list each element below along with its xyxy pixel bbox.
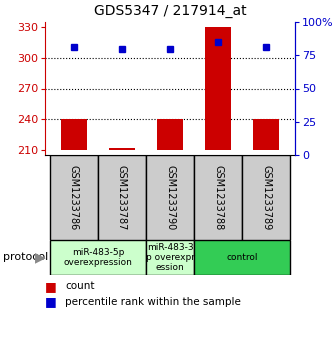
Text: ■: ■ (45, 295, 57, 309)
Text: GSM1233786: GSM1233786 (69, 165, 79, 230)
Text: GSM1233788: GSM1233788 (213, 165, 223, 230)
Bar (50, 240, 146, 275)
Bar (157, 119, 183, 150)
Text: GSM1233790: GSM1233790 (165, 165, 175, 230)
Bar (61, 119, 87, 150)
Text: ■: ■ (45, 280, 57, 293)
Bar (98, 155, 146, 240)
Text: protocol: protocol (3, 253, 49, 262)
Text: control: control (226, 253, 258, 262)
Bar (253, 119, 279, 150)
Bar (146, 155, 194, 240)
Title: GDS5347 / 217914_at: GDS5347 / 217914_at (94, 4, 246, 18)
Bar (146, 240, 194, 275)
Bar (242, 155, 290, 240)
Bar (50, 155, 98, 240)
Bar (194, 240, 290, 275)
Text: GSM1233789: GSM1233789 (261, 165, 271, 230)
Text: miR-483-5p
overexpression: miR-483-5p overexpression (64, 248, 132, 267)
Text: count: count (65, 281, 95, 291)
Text: percentile rank within the sample: percentile rank within the sample (65, 297, 241, 307)
Text: ▶: ▶ (35, 250, 46, 265)
Bar (194, 155, 242, 240)
Bar (205, 27, 231, 150)
Text: miR-483-3
p overexpr
ession: miR-483-3 p overexpr ession (146, 242, 194, 272)
Bar (109, 148, 135, 150)
Text: GSM1233787: GSM1233787 (117, 165, 127, 230)
